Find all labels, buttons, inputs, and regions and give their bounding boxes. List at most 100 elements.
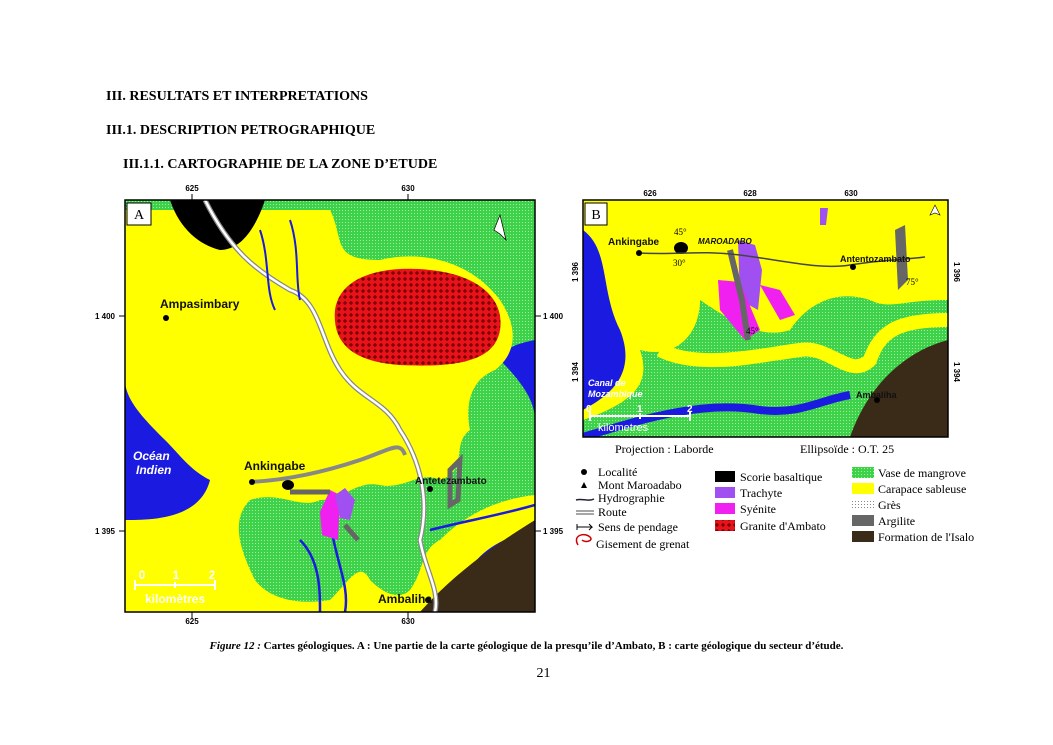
map-shape: [852, 483, 874, 494]
tick-label: 630: [401, 184, 415, 193]
tick-label: 1 400: [543, 312, 564, 321]
map-shape: [581, 469, 587, 475]
tick-label: 630: [401, 617, 415, 626]
map-b-frame: [582, 199, 949, 438]
heading: III.1. DESCRIPTION PETROGRAPHIQUE: [106, 123, 376, 138]
panel-label: B: [591, 208, 600, 223]
legend: [575, 467, 874, 546]
place-label: Ampasimbary: [160, 297, 240, 311]
map-shape: [427, 486, 433, 492]
map-shape: [852, 515, 874, 526]
place-label: Ambaliha: [378, 592, 432, 606]
map-shape: [639, 251, 926, 268]
map-shape: [715, 520, 735, 531]
map-shape: [581, 482, 587, 488]
map-shape: [852, 467, 874, 478]
scale-label: 0: [586, 404, 592, 415]
scale-label: 2: [209, 568, 216, 582]
place-label: Indien: [136, 463, 171, 477]
tick-label: 630: [844, 189, 858, 198]
scale-label: 2: [687, 404, 693, 415]
caption: Figure 12 : Cartes géologiques. A : Une …: [0, 640, 1053, 652]
page-number: 21: [536, 666, 551, 681]
map-shape: [420, 520, 535, 612]
map-shape: [852, 531, 874, 542]
map-shape: [576, 510, 594, 515]
legend-label: Trachyte: [740, 486, 782, 500]
map-shape: [203, 200, 438, 612]
map-shape: [715, 503, 735, 514]
scale-label: 1: [173, 568, 180, 582]
dip-label: 75°: [906, 277, 919, 287]
legend-label: Carapace sableuse: [878, 482, 966, 496]
legend-label: Grès: [878, 498, 901, 512]
legend-label: Granite d'Ambato: [740, 519, 826, 533]
map-shape: [576, 523, 594, 531]
map-shape: [584, 202, 608, 226]
map-shape: [820, 208, 828, 225]
map-shape: [674, 242, 688, 254]
scale-label: 0: [139, 568, 146, 582]
map-shape: [493, 213, 507, 242]
tick-label: 1 395: [543, 527, 564, 536]
tick-label: 626: [643, 189, 657, 198]
map-shape: [656, 313, 948, 374]
map-shape: [760, 285, 795, 320]
place-label: Océan: [133, 449, 170, 463]
map-shape: [249, 445, 407, 484]
place-label: Ankingabe: [244, 459, 306, 473]
place-label: Antentozambato: [840, 254, 911, 264]
tick-label: 625: [185, 617, 199, 626]
legend-label: Mont Maroadabo: [598, 478, 682, 492]
map-shape: [282, 480, 294, 490]
map-shape: [575, 498, 595, 501]
map-shape: [126, 202, 152, 226]
legend-label: Localité: [598, 465, 637, 479]
ellipsoid: Ellipsoïde : O.T. 25: [800, 442, 894, 456]
map-shape: [163, 315, 169, 321]
legend-label: Hydrographie: [598, 491, 665, 505]
heading: III. RESULTATS ET INTERPRETATIONS: [106, 89, 368, 104]
panel-label: A: [134, 208, 145, 223]
map-shape: [874, 397, 880, 403]
map-shape: [334, 268, 501, 366]
map-shape: [850, 340, 948, 437]
tick-label: 1 395: [95, 527, 116, 536]
place-label: Canal de: [588, 378, 626, 388]
dip-label: 30°: [673, 258, 686, 268]
caption-text: Cartes géologiques. A : Une partie de la…: [263, 640, 844, 652]
map-shape: [718, 280, 760, 340]
tick-label: 1 394: [571, 361, 580, 382]
map-shape: [589, 411, 691, 421]
place-label: Ambaliha: [856, 390, 898, 400]
tick-label: 1 396: [571, 261, 580, 282]
legend-label: Sens de pendage: [598, 520, 678, 534]
map-shape: [119, 194, 541, 618]
map-shape: [895, 225, 908, 290]
map-a: [125, 200, 535, 612]
dip-label: 45°: [674, 227, 687, 237]
map-shape: [320, 490, 340, 540]
legend-label: Formation de l'Isalo: [878, 530, 974, 544]
map-shape: [636, 250, 642, 256]
tick-label: 628: [743, 189, 757, 198]
scale-label: kilometres: [598, 422, 649, 434]
map-shape: [583, 296, 948, 437]
scale-label: 1: [637, 404, 643, 415]
map-shape: [715, 487, 735, 498]
map-shape: [134, 580, 216, 590]
map-shape: [715, 471, 735, 482]
map-shape: [852, 499, 874, 510]
map-shape: [425, 597, 431, 603]
map-b: [583, 200, 948, 437]
map-shape: [850, 264, 856, 270]
map-shape: [583, 391, 851, 437]
place-label: Antetezambato: [415, 476, 487, 487]
legend-label: Scorie basaltique: [740, 470, 822, 484]
tick-label: 1 394: [952, 362, 961, 383]
place-label: MAROADABO: [698, 237, 753, 246]
legend-label: Route: [598, 505, 627, 519]
